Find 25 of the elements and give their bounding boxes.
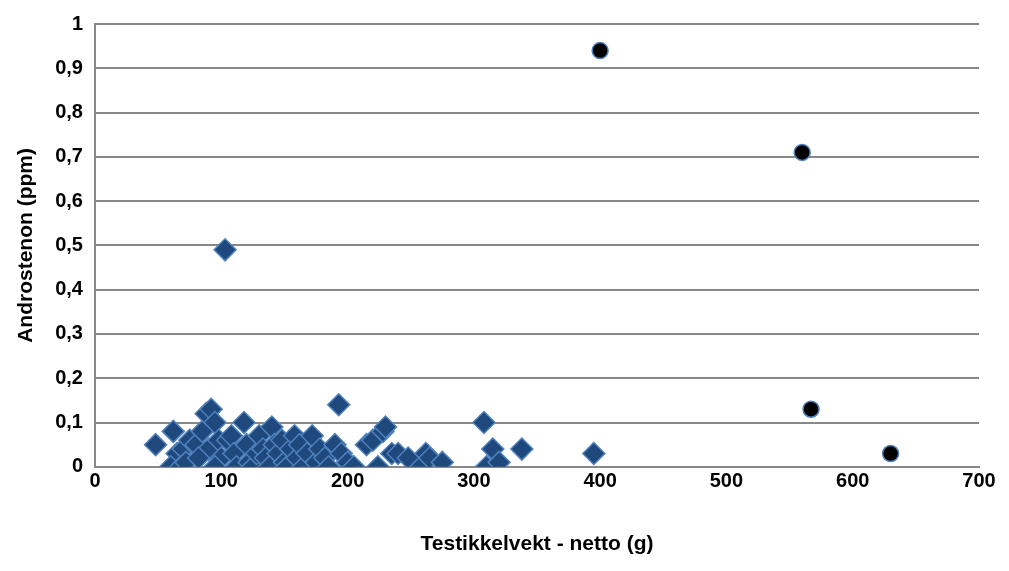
y-axis-title: Androstenon (ppm) bbox=[13, 147, 37, 343]
point bbox=[793, 143, 811, 162]
y-tick-label: 0,8 bbox=[55, 100, 83, 123]
x-tick-label: 400 bbox=[583, 469, 617, 492]
x-axis-title: Testikkelvekt - netto (g) bbox=[420, 531, 654, 555]
y-tick-label: 0,2 bbox=[55, 365, 83, 388]
y-tick-label: 0,1 bbox=[55, 410, 83, 433]
y-tick-label: 0,7 bbox=[55, 144, 83, 167]
y-tick-label: 0 bbox=[71, 454, 83, 477]
x-tick-label: 600 bbox=[836, 469, 870, 492]
point bbox=[591, 41, 609, 60]
x-tick-label: 500 bbox=[709, 469, 744, 492]
point bbox=[802, 400, 820, 418]
y-tick-label: 0,6 bbox=[55, 188, 83, 211]
point bbox=[881, 444, 900, 463]
x-tick-label: 700 bbox=[962, 469, 996, 492]
x-tick-label: 100 bbox=[204, 469, 238, 492]
y-tick-label: 0,3 bbox=[55, 321, 83, 344]
y-tick-label: 0,5 bbox=[55, 232, 83, 255]
y-tick-label: 0,4 bbox=[55, 277, 84, 300]
y-tick-label: 1 bbox=[71, 11, 83, 34]
x-tick-label: 0 bbox=[89, 469, 101, 492]
y-tick-label: 0,9 bbox=[55, 55, 83, 78]
x-tick-label: 200 bbox=[330, 469, 365, 492]
x-tick-label: 300 bbox=[457, 469, 491, 492]
